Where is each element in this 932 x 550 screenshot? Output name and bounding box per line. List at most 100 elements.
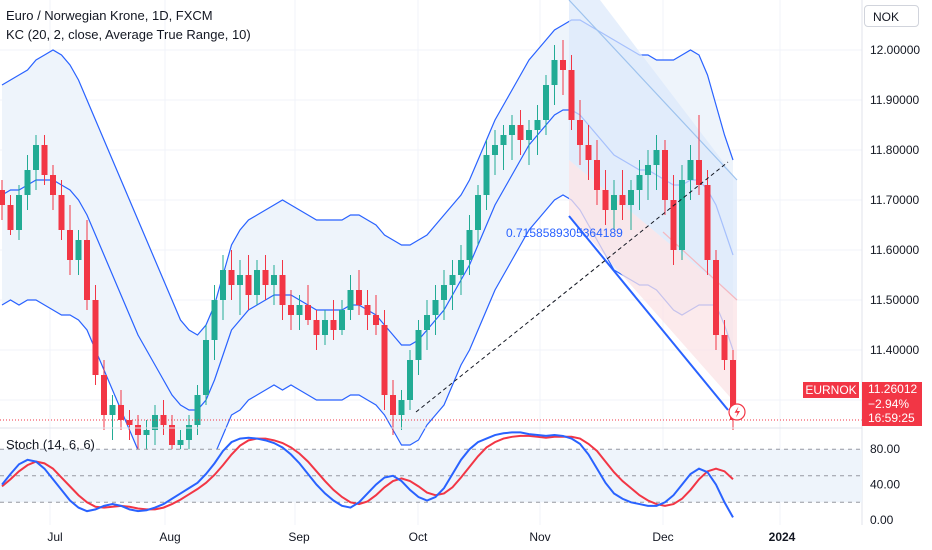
candle-body [713, 260, 719, 335]
indicator-legend[interactable]: KC (20, 2, close, Average True Range, 10… [6, 27, 251, 42]
time-tick-label: Aug [159, 530, 180, 544]
price-tick-label: 12.00000 [870, 43, 920, 57]
time-axis: Jul Aug Sep Oct Nov Dec 2024 [47, 530, 795, 544]
candle-body [67, 230, 73, 260]
last-price-badge: 11.26012 −2.94% 16:59:25 [862, 382, 922, 426]
stoch-legend[interactable]: Stoch (14, 6, 6) [6, 437, 95, 452]
chart-title: Euro / Norwegian Krone, 1D, FXCM [6, 8, 213, 23]
bar-countdown: 16:59:25 [868, 411, 922, 426]
candle-body [110, 405, 116, 415]
candle-body [271, 275, 277, 285]
stoch-tick-label: 80.00 [870, 442, 900, 456]
price-tick-label: 11.70000 [870, 193, 919, 207]
candle-body [288, 305, 294, 315]
time-tick-label: Jul [47, 530, 62, 544]
candle-body [569, 70, 575, 120]
time-tick-label: Nov [529, 530, 550, 544]
candle-body [467, 230, 473, 260]
candle-body [339, 310, 345, 330]
symbol-tag: EURNOK [803, 382, 859, 398]
candle-body [8, 205, 14, 230]
time-tick-label: 2024 [769, 530, 796, 544]
candle-body [42, 145, 48, 175]
price-tick-label: 11.90000 [870, 93, 919, 107]
candle-body [322, 320, 328, 335]
price-tick-label: 11.80000 [870, 143, 919, 157]
candle-body [475, 195, 481, 230]
candle-body [212, 300, 218, 340]
stoch-axis: 80.00 40.00 0.00 [870, 442, 900, 527]
currency-button[interactable]: NOK [864, 5, 919, 27]
candle-body [0, 190, 5, 205]
price-tick-label: 11.50000 [870, 293, 919, 307]
candle-body [229, 270, 235, 285]
stoch-tick-label: 40.00 [870, 478, 900, 492]
chart-canvas: 12.00000 11.90000 11.80000 11.70000 11.60000… [0, 0, 932, 550]
stoch-oscillator [0, 432, 862, 517]
candle-body [577, 120, 583, 145]
candle-body [186, 425, 192, 440]
candle-body [509, 125, 515, 135]
time-tick-label: Oct [409, 530, 428, 544]
candle-body [543, 85, 549, 120]
candle-body [654, 150, 660, 165]
candle-body [297, 305, 303, 315]
candle-body [373, 315, 379, 325]
candle-body [628, 190, 634, 205]
candle-body [458, 260, 464, 275]
trend-annotation-label: 0.715858930536418​9 [506, 226, 623, 240]
candle-body [59, 195, 65, 230]
last-price: 11.26012 [868, 382, 922, 397]
candle-body [433, 300, 439, 315]
candle-body [16, 195, 22, 230]
candle-body [178, 440, 184, 445]
candle-body [637, 175, 643, 190]
stoch-tick-label: 0.00 [870, 513, 894, 527]
candle-body [492, 145, 498, 155]
candle-body [705, 185, 711, 260]
candle-body [50, 175, 56, 195]
candle-body [484, 155, 490, 195]
candle-body [518, 125, 524, 140]
candle-body [535, 120, 541, 130]
price-tick-label: 11.40000 [870, 343, 919, 357]
candle-body [586, 145, 592, 160]
candle-body [696, 160, 702, 185]
candle-body [101, 375, 107, 415]
candle-body [84, 240, 90, 300]
candle-body [662, 150, 668, 200]
candle-body [416, 330, 422, 360]
candle-body [33, 145, 39, 170]
time-tick-label: Sep [288, 530, 310, 544]
candle-body [263, 270, 269, 285]
candle-body [348, 290, 354, 310]
candle-body [203, 340, 209, 395]
candle-body [603, 190, 609, 210]
candle-body [331, 320, 337, 330]
candle-body [679, 180, 685, 250]
price-change: −2.94% [868, 397, 922, 412]
candle-body [314, 320, 320, 335]
candle-body [407, 360, 413, 400]
candle-body [501, 135, 507, 145]
candle-body [25, 170, 31, 195]
candle-body [305, 305, 311, 320]
candle-body [93, 300, 99, 375]
candle-body [237, 275, 243, 285]
candle-body [118, 405, 124, 420]
candle-body [254, 270, 260, 295]
price-axis: 12.00000 11.90000 11.80000 11.70000 11.60000… [870, 43, 920, 357]
candle-body [645, 165, 651, 175]
candle-body [246, 275, 252, 295]
candle-body [611, 195, 617, 210]
alert-bolt-icon[interactable] [729, 404, 745, 420]
candle-body [441, 285, 447, 300]
candle-body [594, 160, 600, 190]
candle-body [356, 290, 362, 305]
price-tick-label: 11.60000 [870, 243, 919, 257]
candle-body [220, 270, 226, 300]
candle-body [382, 325, 388, 395]
candle-body [671, 200, 677, 250]
candle-body [365, 305, 371, 315]
candle-body [399, 400, 405, 415]
